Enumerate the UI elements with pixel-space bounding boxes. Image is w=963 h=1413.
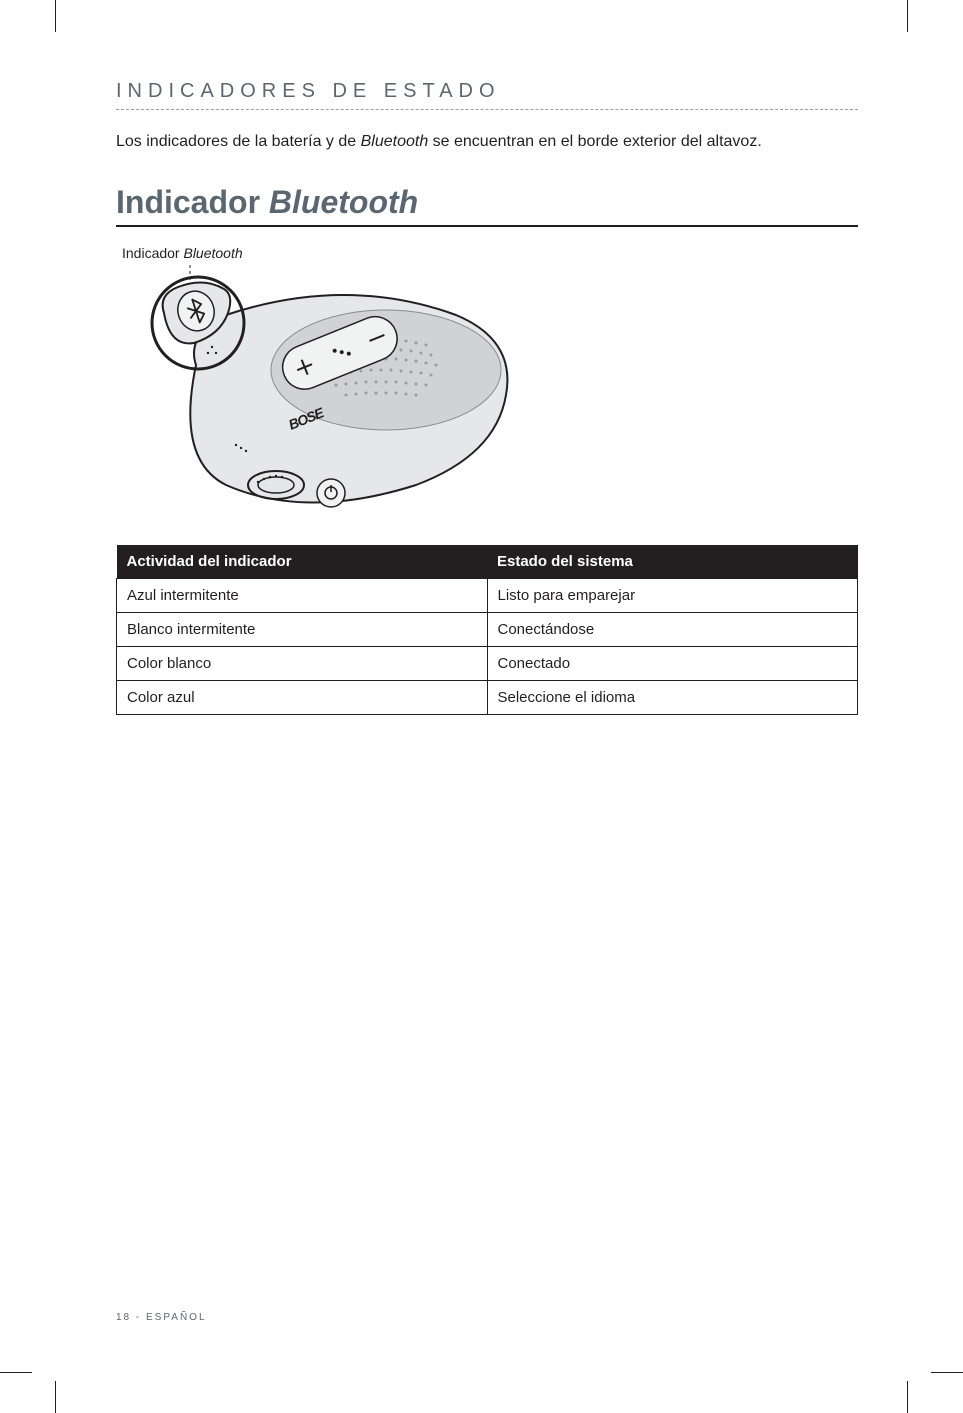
crop-mark: [0, 1372, 32, 1373]
page-footer: 18 - ESPAÑOL: [116, 1312, 207, 1323]
table-cell: Conectado: [487, 647, 858, 681]
crop-mark: [55, 0, 56, 32]
table-header-activity: Actividad del indicador: [117, 545, 488, 579]
crop-mark: [907, 1381, 908, 1413]
table-cell: Azul intermitente: [117, 579, 488, 613]
status-table: Actividad del indicador Estado del siste…: [116, 545, 858, 715]
section-header: INDICADORES DE ESTADO: [116, 80, 858, 110]
table-cell: Blanco intermitente: [117, 613, 488, 647]
page-title: Indicador Bluetooth: [116, 184, 858, 227]
table-cell: Listo para emparejar: [487, 579, 858, 613]
table-cell: Seleccione el idioma: [487, 681, 858, 715]
table-row: Azul intermitente Listo para emparejar: [117, 579, 858, 613]
crop-mark: [907, 0, 908, 32]
table-cell: Color blanco: [117, 647, 488, 681]
content-area: INDICADORES DE ESTADO Los indicadores de…: [116, 80, 858, 715]
page: INDICADORES DE ESTADO Los indicadores de…: [0, 0, 963, 1413]
intro-text: Los indicadores de la batería y de Bluet…: [116, 130, 858, 154]
table-header-state: Estado del sistema: [487, 545, 858, 579]
speaker-illustration: BOSE: [116, 265, 536, 525]
table-cell: Color azul: [117, 681, 488, 715]
crop-mark: [55, 1381, 56, 1413]
table-row: Color azul Seleccione el idioma: [117, 681, 858, 715]
table-row: Color blanco Conectado: [117, 647, 858, 681]
crop-mark: [931, 1372, 963, 1373]
table-cell: Conectándose: [487, 613, 858, 647]
figure-callout-label: Indicador Bluetooth: [122, 245, 858, 261]
table-row: Blanco intermitente Conectándose: [117, 613, 858, 647]
